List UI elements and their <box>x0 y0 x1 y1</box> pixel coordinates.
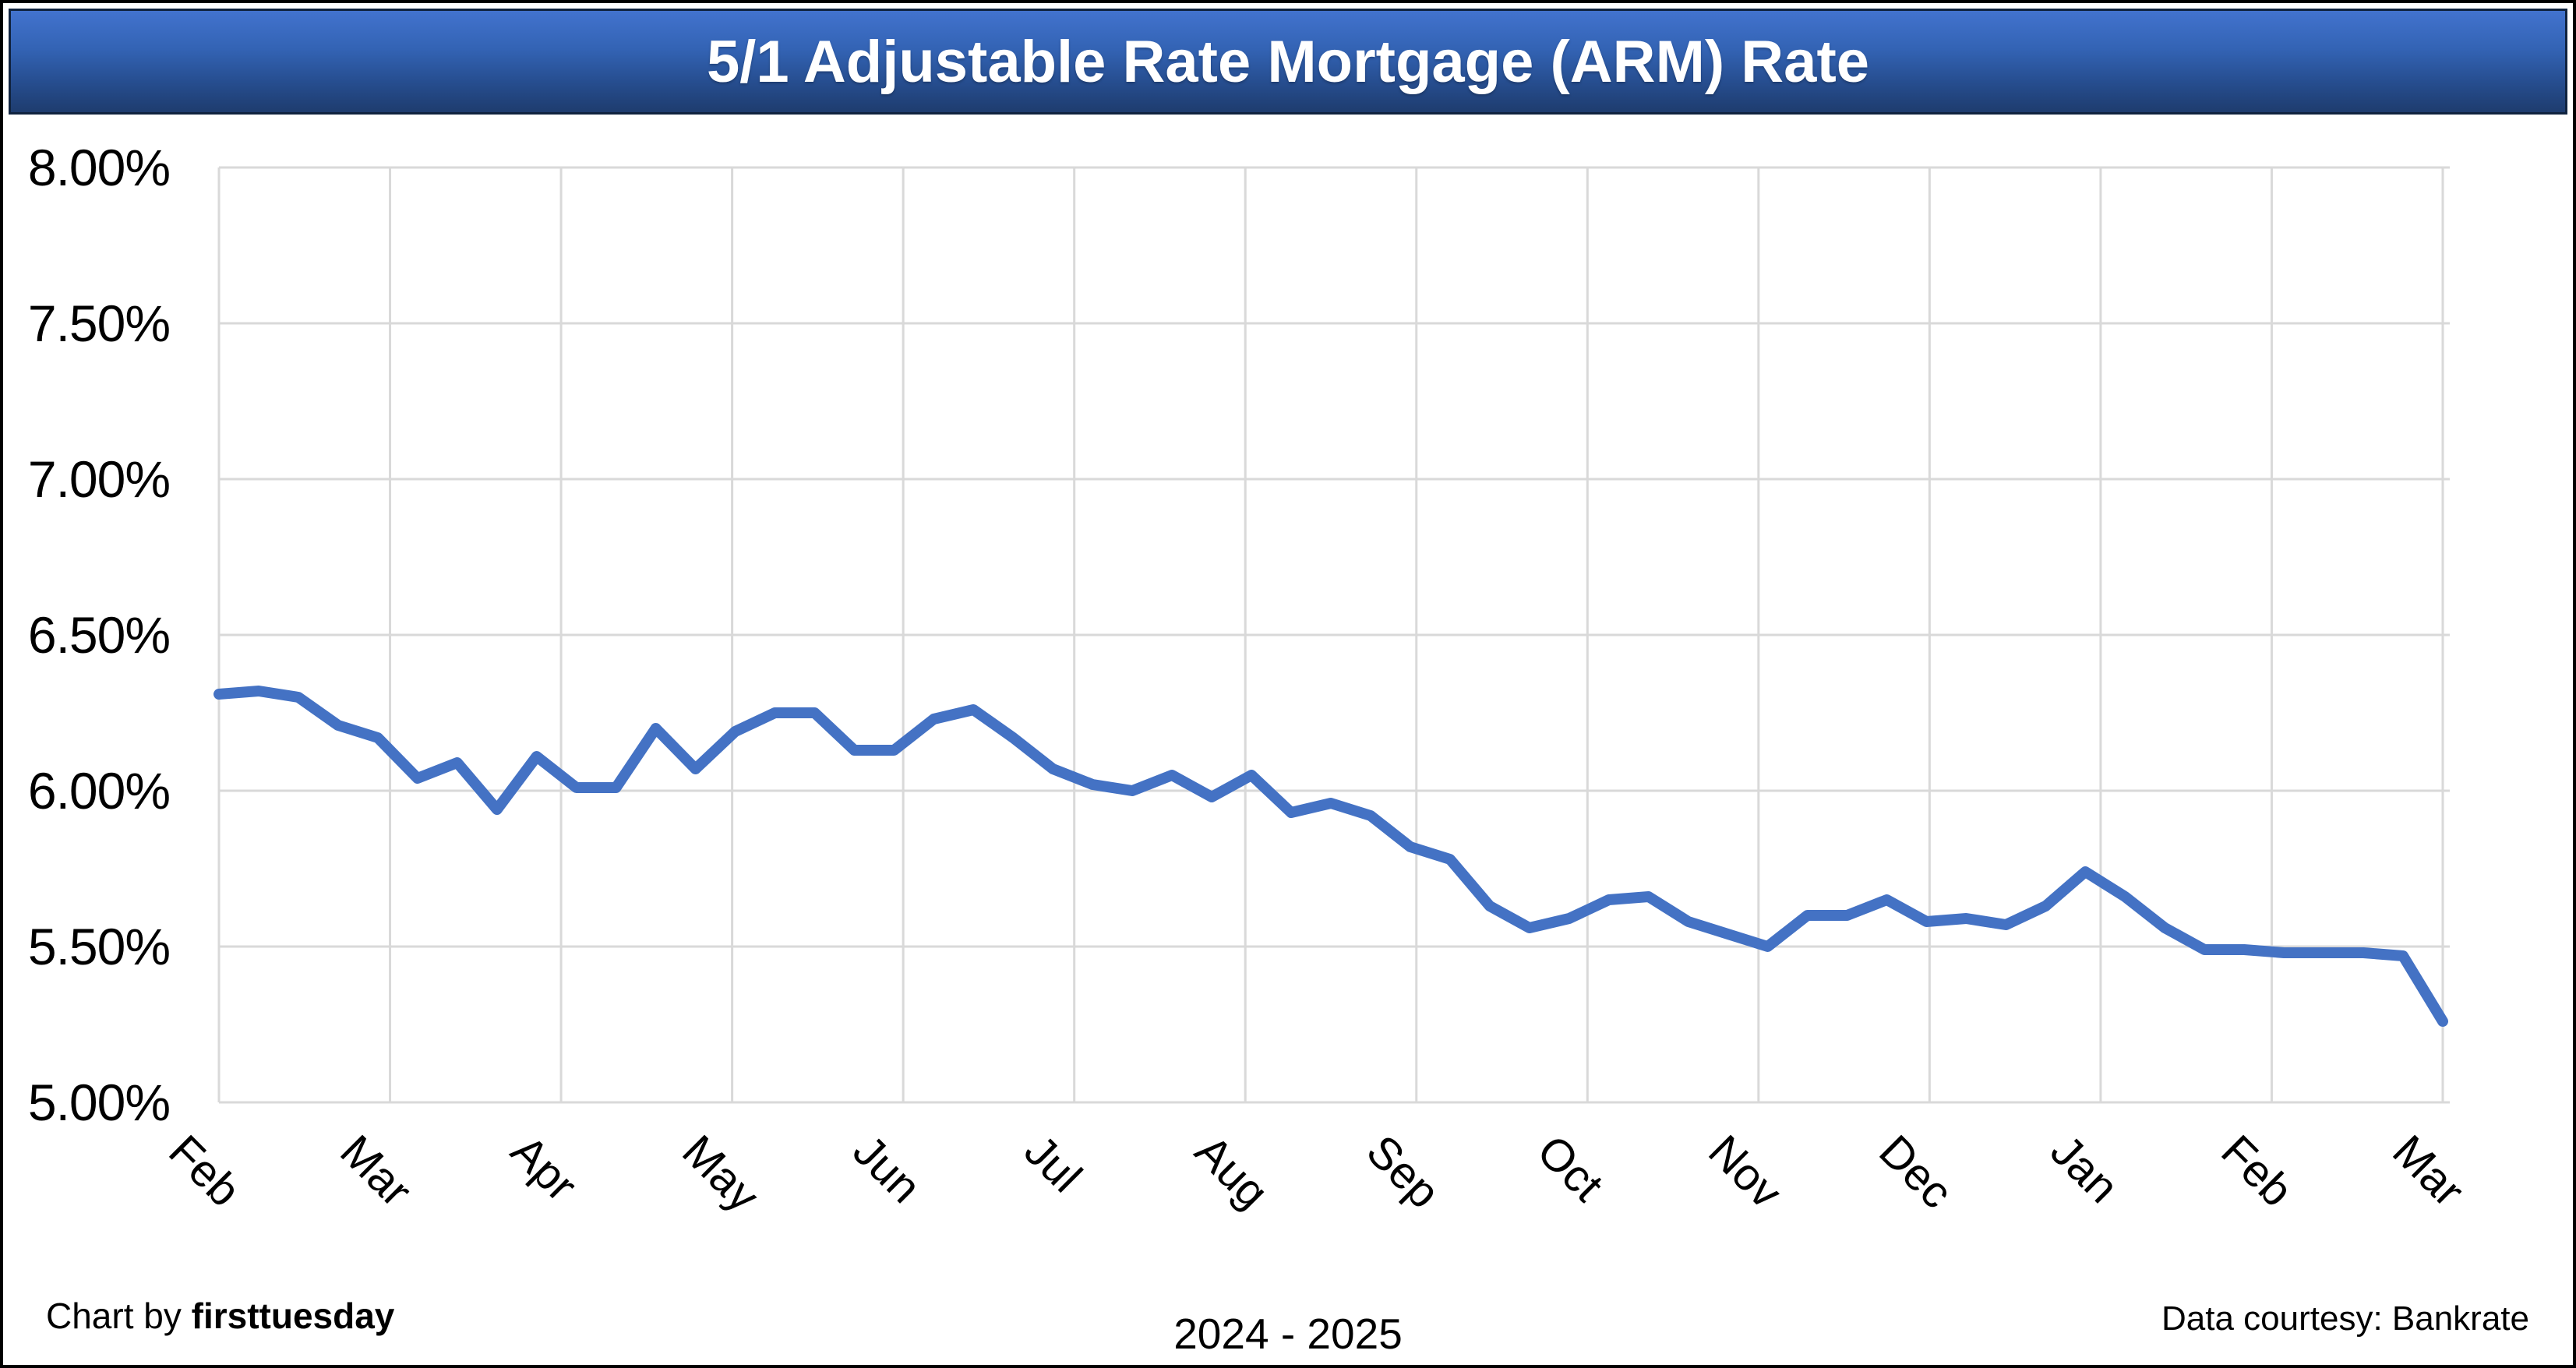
data-source-label: Data courtesy: Bankrate <box>2161 1299 2529 1338</box>
y-axis-tick-label: 5.00% <box>27 1074 171 1131</box>
line-chart-plot <box>213 166 2450 1104</box>
y-axis-tick-label: 5.50% <box>27 918 171 975</box>
chart-credit: Chart by firsttuesday <box>46 1295 394 1337</box>
y-axis-tick-label: 6.50% <box>27 606 171 664</box>
y-axis-tick-label: 6.00% <box>27 762 171 820</box>
y-axis-tick-label: 8.00% <box>27 139 171 196</box>
arm-rate-line <box>213 686 2448 1027</box>
chart-credit-brand: firsttuesday <box>191 1296 395 1336</box>
chart-title-banner: 5/1 Adjustable Rate Mortgage (ARM) Rate <box>9 9 2567 115</box>
chart-credit-prefix: Chart by <box>46 1296 192 1336</box>
page-title: 5/1 Adjustable Rate Mortgage (ARM) Rate <box>706 28 1870 95</box>
gridlines <box>217 166 2450 1104</box>
y-axis-tick-label: 7.00% <box>27 450 171 508</box>
y-axis-tick-label: 7.50% <box>27 294 171 352</box>
chart-period-label: 2024 - 2025 <box>1173 1310 1403 1358</box>
